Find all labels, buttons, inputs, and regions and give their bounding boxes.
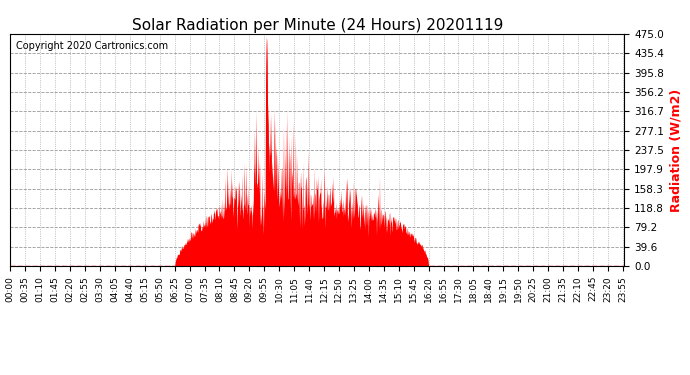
Title: Solar Radiation per Minute (24 Hours) 20201119: Solar Radiation per Minute (24 Hours) 20… bbox=[132, 18, 503, 33]
Text: Copyright 2020 Cartronics.com: Copyright 2020 Cartronics.com bbox=[17, 41, 168, 51]
Y-axis label: Radiation (W/m2): Radiation (W/m2) bbox=[669, 88, 682, 212]
